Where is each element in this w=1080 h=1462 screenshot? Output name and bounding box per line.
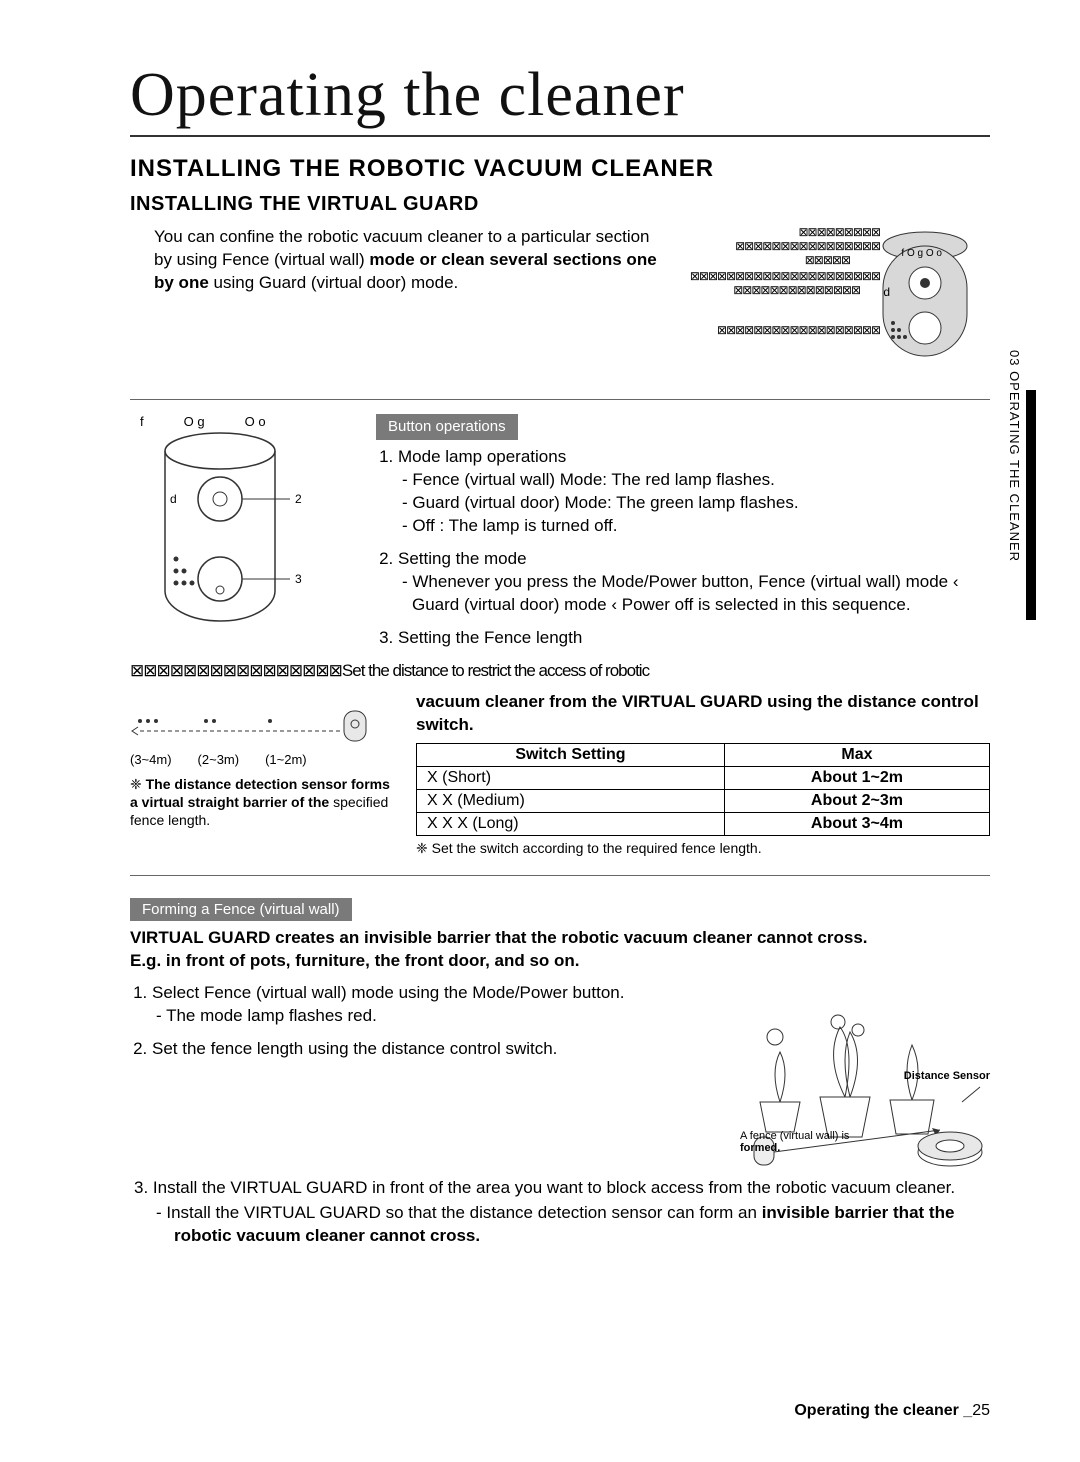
callout-5: ⊠⊠⊠⊠⊠⊠⊠⊠⊠⊠⊠⊠⊠⊠ [733, 284, 860, 298]
switch-settings-table: Switch Setting Max X (Short)About 1~2m X… [416, 743, 990, 836]
table-header-row: Switch Setting Max [417, 743, 990, 766]
forming-pill: Forming a Fence (virtual wall) [130, 898, 352, 921]
footer-page: 25 [972, 1402, 990, 1419]
cell: About 1~2m [724, 766, 989, 789]
th-switch: Switch Setting [417, 743, 725, 766]
cell: X X X (Long) [417, 812, 725, 835]
section-title: INSTALLING THE ROBOTIC VACUUM CLEANER [130, 155, 990, 183]
page-footer: Operating the cleaner _25 [794, 1402, 990, 1420]
ops2-a: - Whenever you press the Mode/Power butt… [398, 571, 990, 617]
forming-step-3a: - Install the VIRTUAL GUARD so that the … [130, 1202, 990, 1248]
side-tab-text: 03 OPERATING THE CLEANER [1007, 350, 1022, 562]
ops2-title: Setting the mode [398, 549, 527, 568]
footer-bold: Operating the cleaner _ [794, 1402, 972, 1419]
button-ops-text: Button operations Mode lamp operations -… [376, 414, 990, 660]
illus-label-fence-b: formed. [740, 1142, 780, 1154]
fence-svg [130, 691, 380, 747]
ops1-c: - Off : The lamp is turned off. [398, 515, 990, 538]
forming-step-1: Select Fence (virtual wall) mode using t… [152, 982, 712, 1028]
ops1-b: - Guard (virtual door) Mode: The green l… [398, 492, 990, 515]
fence-row: (3~4m) (2~3m) (1~2m) ❈ The distance dete… [130, 691, 990, 857]
cell: X (Short) [417, 766, 725, 789]
ops3-bold: vacuum cleaner from the VIRTUAL GUARD us… [416, 692, 979, 734]
fence-note-lead: ❈ [130, 776, 146, 792]
forming-step-3: 3. Install the VIRTUAL GUARD in front of… [130, 1177, 990, 1200]
forming-ol: Select Fence (virtual wall) mode using t… [130, 982, 712, 1061]
intro-row: You can confine the robotic vacuum clean… [130, 226, 990, 381]
top-label-fogoo: f O g O o [901, 248, 942, 260]
distance-labels: (3~4m) (2~3m) (1~2m) [130, 752, 390, 767]
button-operations-row: f O g O o d 2 3 Button operations Mode l… [130, 414, 990, 660]
ops3-title: Setting the Fence length [398, 628, 582, 647]
forming-steps: Select Fence (virtual wall) mode using t… [130, 982, 712, 1175]
callout-2: ⊠⊠⊠⊠⊠⊠⊠⊠⊠⊠⊠⊠⊠⊠⊠⊠ [735, 240, 880, 254]
ops1-a: - Fence (virtual wall) Mode: The red lam… [398, 469, 990, 492]
intro-text: You can confine the robotic vacuum clean… [130, 226, 670, 381]
dist-1: (3~4m) [130, 752, 172, 767]
forming-intro-2: E.g. in front of pots, furniture, the fr… [130, 950, 990, 973]
step3a-text: - Install the VIRTUAL GUARD so that the … [156, 1203, 762, 1222]
table-row: X X (Medium)About 2~3m [417, 789, 990, 812]
step3-text: 3. Install the VIRTUAL GUARD in front of… [134, 1178, 955, 1197]
table-row: X X X (Long)About 3~4m [417, 812, 990, 835]
top-label-d: d [883, 286, 890, 300]
ops-item-3: Setting the Fence length [398, 627, 990, 650]
forming-fence-block: Forming a Fence (virtual wall) VIRTUAL G… [130, 898, 990, 1249]
chapter-side-tab: 03 OPERATING THE CLEANER [1004, 350, 1036, 650]
cell: About 3~4m [724, 812, 989, 835]
step1-a: - The mode lamp flashes red. [152, 1005, 712, 1028]
top-diagram: ⊠⊠⊠⊠⊠⊠⊠⊠⊠ ⊠⊠⊠⊠⊠⊠⊠⊠⊠⊠⊠⊠⊠⊠⊠⊠ ⊠⊠⊠⊠⊠ ⊠⊠⊠⊠⊠⊠⊠… [690, 226, 990, 381]
lbl-f: f [140, 414, 144, 429]
button-ops-diagram: f O g O o d 2 3 [130, 414, 350, 660]
fence-note: ❈ The distance detection sensor forms a … [130, 775, 390, 830]
button-ops-list: Mode lamp operations - Fence (virtual wa… [376, 446, 990, 650]
lbl-og: O g [184, 414, 205, 429]
cell: X X (Medium) [417, 789, 725, 812]
dist-3: (1~2m) [265, 752, 307, 767]
table-row: X (Short)About 1~2m [417, 766, 990, 789]
callout-1: ⊠⊠⊠⊠⊠⊠⊠⊠⊠ [799, 226, 881, 240]
dist-2: (2~3m) [198, 752, 240, 767]
forming-illustration: Distance Sensor A fence (virtual wall) i… [730, 982, 990, 1175]
fence-right: vacuum cleaner from the VIRTUAL GUARD us… [416, 691, 990, 857]
forming-step-2: Set the fence length using the distance … [152, 1038, 712, 1061]
side-black-bar [1026, 390, 1036, 620]
callout-3: ⊠⊠⊠⊠⊠ [805, 254, 850, 268]
table-note: ❈ Set the switch according to the requir… [416, 840, 990, 857]
th-max: Max [724, 743, 989, 766]
lbl-2: 2 [295, 492, 302, 506]
ops1-title: Mode lamp operations [398, 447, 566, 466]
callout-6: ⊠⊠⊠⊠⊠⊠⊠⊠⊠⊠⊠⊠⊠⊠⊠⊠⊠⊠ [717, 324, 880, 338]
illus-label-fence-a: A fence (virtual wall) is [740, 1130, 849, 1142]
callout-4: ⊠⊠⊠⊠⊠⊠⊠⊠⊠⊠⊠⊠⊠⊠⊠⊠⊠⊠⊠⊠⊠ [690, 270, 880, 284]
device-illustration-2 [130, 429, 330, 639]
cell: About 2~3m [724, 789, 989, 812]
ops3-continuation: ⊠⊠⊠⊠⊠⊠⊠⊠⊠⊠⊠⊠⊠⊠⊠⊠Set the distance to rest… [130, 660, 990, 683]
ops-item-2: Setting the mode - Whenever you press th… [398, 548, 990, 617]
ops3-garble: ⊠⊠⊠⊠⊠⊠⊠⊠⊠⊠⊠⊠⊠⊠⊠⊠Set the distance to rest… [130, 661, 649, 680]
diagram-top-labels: f O g O o [140, 414, 350, 429]
intro-line2: using Guard (virtual door) mode. [214, 273, 459, 292]
lbl-3: 3 [295, 572, 302, 586]
sub-section-title: INSTALLING THE VIRTUAL GUARD [130, 193, 990, 216]
lbl-d: d [170, 492, 177, 506]
chapter-title: Operating the cleaner [130, 60, 990, 137]
ops-item-1: Mode lamp operations - Fence (virtual wa… [398, 446, 990, 538]
step2-text: Set the fence length using the distance … [152, 1039, 557, 1058]
lbl-oo: O o [245, 414, 266, 429]
fence-left-diagram: (3~4m) (2~3m) (1~2m) ❈ The distance dete… [130, 691, 390, 857]
divider-1 [130, 399, 990, 400]
illus-label-distance-sensor: Distance Sensor [904, 1070, 990, 1082]
forming-row: Select Fence (virtual wall) mode using t… [130, 982, 990, 1175]
divider-2 [130, 875, 990, 876]
forming-intro-1: VIRTUAL GUARD creates an invisible barri… [130, 927, 990, 950]
step1-text: Select Fence (virtual wall) mode using t… [152, 983, 624, 1002]
button-ops-pill: Button operations [376, 414, 518, 440]
